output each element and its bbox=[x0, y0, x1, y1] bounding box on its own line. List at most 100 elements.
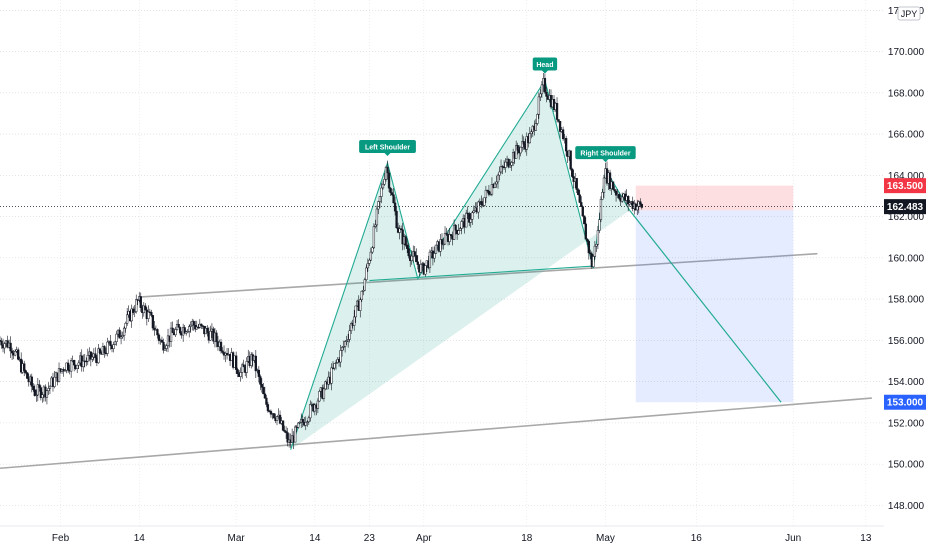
candle-body bbox=[348, 330, 351, 340]
candle-body bbox=[316, 400, 320, 409]
candle-body bbox=[415, 255, 418, 263]
candle-body bbox=[519, 146, 522, 154]
candle-body bbox=[219, 341, 223, 352]
candle bbox=[569, 150, 572, 171]
candle bbox=[627, 195, 630, 212]
candle bbox=[386, 160, 389, 180]
candle-body bbox=[395, 210, 398, 229]
candle-body bbox=[353, 316, 356, 326]
candle-body bbox=[33, 389, 36, 396]
candle bbox=[498, 166, 501, 181]
candle bbox=[9, 336, 12, 358]
candle bbox=[284, 426, 288, 439]
candle-body bbox=[32, 386, 35, 391]
candle bbox=[555, 97, 559, 123]
candle-body bbox=[153, 327, 156, 331]
candle bbox=[294, 424, 297, 443]
candle-body bbox=[406, 244, 409, 249]
candle-body bbox=[484, 189, 488, 199]
candle-body bbox=[375, 208, 379, 226]
candle-body bbox=[124, 323, 127, 329]
y-tick-label: 150.000 bbox=[888, 460, 925, 471]
candle bbox=[113, 341, 117, 346]
candle-body bbox=[239, 372, 242, 377]
candle bbox=[493, 181, 497, 189]
candle-body bbox=[490, 184, 494, 195]
candle-body bbox=[215, 332, 218, 342]
x-tick-label: Jun bbox=[785, 533, 801, 544]
candle-body bbox=[628, 202, 631, 205]
candle-body bbox=[434, 244, 438, 254]
candle bbox=[66, 359, 70, 374]
candle-body bbox=[369, 251, 373, 261]
candle-body bbox=[236, 369, 239, 374]
candle-body bbox=[561, 129, 565, 140]
candle-body bbox=[151, 315, 155, 329]
candle-body bbox=[487, 190, 491, 195]
candle-body bbox=[419, 264, 422, 273]
candle bbox=[76, 364, 79, 374]
candle bbox=[487, 184, 491, 197]
candle-body bbox=[306, 421, 309, 423]
candle-body bbox=[639, 201, 642, 205]
candle bbox=[439, 234, 442, 257]
candle bbox=[39, 385, 43, 401]
candle bbox=[3, 341, 6, 354]
candle bbox=[508, 158, 512, 168]
candle-body bbox=[91, 356, 94, 360]
candle-body bbox=[598, 219, 601, 231]
candle bbox=[147, 305, 150, 322]
candle-body bbox=[545, 91, 548, 97]
candle bbox=[132, 306, 135, 315]
candle bbox=[413, 246, 416, 258]
target-price-tag-bg bbox=[884, 394, 926, 410]
candle bbox=[298, 421, 301, 424]
candle-body bbox=[169, 327, 173, 342]
candle-body bbox=[558, 121, 562, 132]
x-tick-label: 23 bbox=[364, 533, 376, 544]
candle bbox=[133, 304, 136, 318]
candle bbox=[611, 181, 615, 190]
candle bbox=[63, 369, 67, 372]
y-tick-label: 152.000 bbox=[888, 418, 925, 429]
pattern-label-bg bbox=[532, 57, 558, 71]
candle-body bbox=[377, 201, 380, 210]
x-tick-label: May bbox=[596, 533, 615, 544]
candle-body bbox=[439, 239, 442, 252]
candle-body bbox=[45, 390, 49, 398]
candle bbox=[596, 225, 600, 250]
candle bbox=[45, 390, 49, 405]
candle bbox=[599, 196, 603, 223]
candle-body bbox=[404, 236, 407, 246]
candle-body bbox=[392, 194, 395, 204]
candle bbox=[445, 227, 448, 236]
candle bbox=[380, 182, 383, 204]
candle bbox=[122, 326, 126, 341]
candle bbox=[395, 206, 398, 229]
candle-body bbox=[589, 252, 592, 255]
candle bbox=[449, 233, 453, 239]
candle bbox=[297, 422, 300, 429]
candle-body bbox=[13, 351, 17, 356]
candle bbox=[392, 187, 395, 204]
candle bbox=[536, 113, 539, 126]
candle bbox=[309, 400, 312, 422]
x-tick-label: 14 bbox=[309, 533, 321, 544]
pattern-label-pointer bbox=[541, 70, 548, 74]
candle bbox=[165, 343, 168, 352]
candle bbox=[269, 409, 273, 418]
candle-body bbox=[372, 226, 376, 248]
candle-body bbox=[564, 138, 568, 152]
candle bbox=[564, 135, 568, 157]
candle bbox=[85, 357, 88, 367]
candle bbox=[614, 189, 618, 202]
current-price-tag-text: 162.483 bbox=[887, 202, 924, 213]
candle bbox=[47, 382, 50, 395]
currency-badge-box bbox=[897, 6, 921, 21]
grid-lines bbox=[0, 0, 884, 526]
candle bbox=[33, 384, 36, 397]
current-price-tag-bg bbox=[884, 199, 926, 215]
candle-body bbox=[539, 93, 542, 98]
pattern-label: Right Shoulder bbox=[575, 146, 636, 163]
stop-loss-price-tag: 163.500 bbox=[884, 178, 926, 194]
